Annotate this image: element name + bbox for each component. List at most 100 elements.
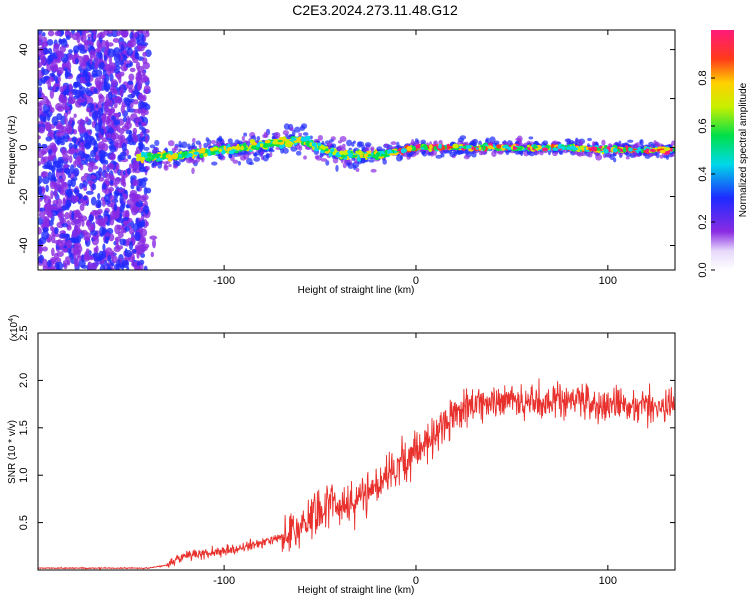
heatmap-noise-cell [56, 136, 61, 146]
heatmap-ridge-cell [140, 151, 145, 157]
heatmap-halo-cell [346, 162, 351, 167]
heatmap-halo-cell [149, 144, 156, 149]
heatmap-halo-cell [390, 141, 397, 146]
heatmap-ridge-cell [231, 146, 236, 150]
heatmap-noise-cell [119, 238, 127, 246]
snr-y-multiplier: (x104) [8, 315, 20, 342]
heatmap-halo-cell [355, 168, 360, 173]
heatmap-ridge-cell [465, 145, 472, 149]
heatmap-halo-cell [241, 136, 245, 141]
heatmap-noise-cell [38, 37, 42, 47]
heatmap-halo-cell [364, 142, 372, 148]
heatmap-ridge-cell [277, 139, 283, 143]
heatmap-noise-cell [98, 149, 106, 159]
heatmap-noise-cell [136, 65, 145, 73]
heatmap-noise-cell [65, 188, 73, 197]
heatmap-halo-cell [528, 150, 535, 157]
heatmap-noise-cell [72, 250, 77, 260]
heatmap-noise-cell [38, 201, 41, 209]
heatmap-noise-cell [119, 212, 123, 219]
heatmap-noise-cell [69, 164, 75, 175]
heatmap-halo-cell [191, 137, 196, 144]
heatmap-noise-cell [81, 264, 89, 269]
heatmap-noise-cell [55, 198, 63, 207]
heatmap-ridge-cell [619, 148, 623, 152]
heatmap-noise-cell [118, 154, 126, 161]
heatmap-noise-cell [38, 161, 42, 166]
heatmap-ridge-cell [664, 150, 671, 155]
heatmap-noise-cell [111, 255, 118, 264]
heatmap-noise-cell [103, 100, 110, 111]
heatmap-ridge-cell [659, 149, 666, 154]
heatmap-halo-cell [659, 154, 664, 159]
heatmap-noise-cell [68, 49, 73, 54]
heatmap-ridge-cell [259, 143, 264, 148]
heatmap-noise-cell [89, 161, 96, 167]
heatmap-noise-cell [91, 73, 99, 78]
heatmap-ridge-cell [340, 155, 346, 158]
heatmap-halo-cell [303, 155, 307, 160]
heatmap-noise-cell [129, 67, 136, 73]
heatmap-noise-cell [87, 261, 93, 270]
heatmap-noise-cell [41, 171, 47, 178]
colorbar-tick-label: 0.8 [697, 70, 709, 85]
heatmap-halo-cell [601, 139, 606, 146]
heatmap-ridge-cell [505, 145, 510, 150]
heatmap-noise-cell [126, 199, 134, 206]
heatmap-noise-cell [124, 226, 130, 232]
heatmap-noise-cell [83, 254, 91, 262]
heatmap-noise-cell [76, 211, 81, 218]
heatmap-noise-cell [104, 235, 109, 244]
heatmap-halo-cell [294, 126, 301, 133]
heatmap-halo-cell [463, 154, 470, 160]
heatmap-noise-cell [67, 53, 73, 61]
heatmap-noise-cell [74, 89, 82, 99]
heatmap-noise-cell [108, 186, 115, 192]
heatmap-noise-cell [56, 66, 64, 75]
heatmap-halo-cell [410, 139, 415, 146]
heatmap-halo-cell [456, 150, 464, 155]
heatmap-noise-cell [81, 30, 87, 36]
colorbar-label: Normalized spectral amplitude [738, 82, 749, 217]
heatmap-noise-cell [95, 80, 101, 89]
heatmap-noise-cell [53, 43, 61, 48]
heatmap-noise-cell [78, 126, 87, 134]
heatmap-noise-cell [135, 150, 139, 155]
heatmap-halo-cell [435, 154, 443, 159]
heatmap-noise-cell [135, 217, 139, 224]
heatmap-noise-cell [119, 194, 124, 204]
heatmap-noise-cell [103, 54, 107, 62]
heatmap-noise-cell [68, 155, 73, 164]
snr-frame [37, 332, 676, 571]
heatmap-noise-cell [98, 94, 105, 103]
heatmap-halo-cell [414, 138, 419, 142]
heatmap-noise-cell [56, 251, 64, 258]
heatmap-noise-cell [67, 172, 71, 178]
heatmap-halo-cell [163, 163, 168, 169]
heatmap-halo-cell [268, 149, 275, 153]
heatmap-x-tick-label: 100 [599, 275, 617, 287]
snr-y-tick-label: 2.0 [18, 373, 30, 388]
heatmap-y-tick-label: 40 [18, 43, 30, 55]
heatmap-halo-cell [187, 157, 195, 163]
heatmap-noise-cell [59, 86, 65, 93]
heatmap-noise-cell [47, 80, 52, 90]
snr-axes: -100 0 100 0.5 1.0 1.5 2.0 2.5 [18, 325, 675, 587]
heatmap-noise-cell [42, 246, 48, 252]
heatmap-noise-cell [91, 183, 97, 191]
heatmap-noise-cell [47, 30, 55, 37]
heatmap-noise-cell [145, 221, 149, 227]
heatmap-noise-cell [142, 177, 148, 182]
heatmap-halo-cell [648, 141, 654, 146]
heatmap-halo-cell [282, 129, 290, 136]
heatmap-ridge-cell [157, 157, 162, 161]
heatmap-noise-cell [83, 154, 90, 159]
heatmap-noise-cell [72, 167, 80, 177]
snr-y-tick-label: 0.5 [18, 515, 30, 530]
heatmap-noise-cell [106, 263, 111, 270]
heatmap-noise-cell [85, 236, 91, 242]
heatmap-ridge-cell [313, 148, 320, 152]
heatmap-noise-cell [113, 112, 121, 117]
heatmap-noise-cell [64, 116, 68, 125]
heatmap-halo-cell [609, 154, 615, 160]
